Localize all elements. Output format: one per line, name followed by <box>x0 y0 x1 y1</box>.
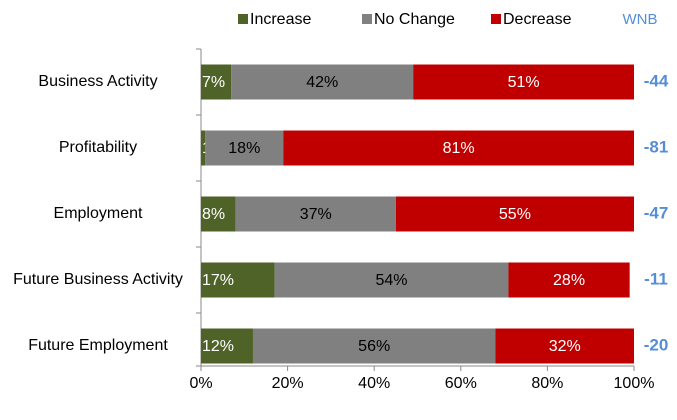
bar-segment <box>201 262 275 298</box>
wnb-value: -11 <box>644 269 668 288</box>
bar-segment <box>508 262 630 298</box>
value-label: 37% <box>300 206 332 223</box>
value-label: 17% <box>202 272 234 289</box>
bar-segment <box>413 64 634 100</box>
value-label: 18% <box>228 140 260 157</box>
value-label: 54% <box>376 272 408 289</box>
legend-swatch <box>238 14 248 24</box>
bar-segment <box>201 64 232 100</box>
bar-segment <box>201 196 236 232</box>
legend-swatch <box>362 14 372 24</box>
value-label: 56% <box>358 338 390 355</box>
value-label: 28% <box>553 272 585 289</box>
value-label: 12% <box>202 338 234 355</box>
bar-segment <box>274 262 509 298</box>
bar-segment <box>283 130 634 166</box>
category-label: Business Activity <box>38 73 158 90</box>
wnb-value: -47 <box>644 203 669 222</box>
legend-label: No Change <box>374 11 455 28</box>
value-label: 42% <box>306 74 338 91</box>
bar-segment <box>252 328 496 364</box>
category-label: Profitability <box>58 139 138 156</box>
bar-segment <box>235 196 396 232</box>
x-tick-label: 40% <box>358 375 390 392</box>
category-label: Future Employment <box>28 337 168 354</box>
bar-segment <box>495 328 634 364</box>
value-label: 81% <box>443 140 475 157</box>
value-label: 51% <box>508 74 540 91</box>
value-label: 7% <box>202 74 225 91</box>
category-label: Employment <box>53 205 143 222</box>
x-tick-label: 60% <box>445 375 477 392</box>
legend-label: Decrease <box>503 11 572 28</box>
bar-segment <box>201 328 253 364</box>
x-tick-label: 0% <box>189 375 212 392</box>
x-tick-label: 20% <box>272 375 304 392</box>
bar-segment <box>205 130 284 166</box>
legend-swatch <box>491 14 501 24</box>
category-label: Future Business Activity <box>13 271 183 288</box>
wnb-value: -20 <box>644 335 669 354</box>
bar-segment <box>231 64 414 100</box>
wnb-value: -44 <box>644 71 669 90</box>
wnb-header: WNB <box>623 11 658 28</box>
legend-label: Increase <box>250 11 311 28</box>
value-label: 8% <box>202 206 225 223</box>
value-label: 55% <box>499 206 531 223</box>
x-tick-label: 80% <box>531 375 563 392</box>
x-tick-label: 100% <box>614 375 655 392</box>
bar-segment <box>395 196 634 232</box>
wnb-value: -81 <box>644 137 669 156</box>
bar-segment <box>201 130 206 166</box>
value-label: 32% <box>549 338 581 355</box>
